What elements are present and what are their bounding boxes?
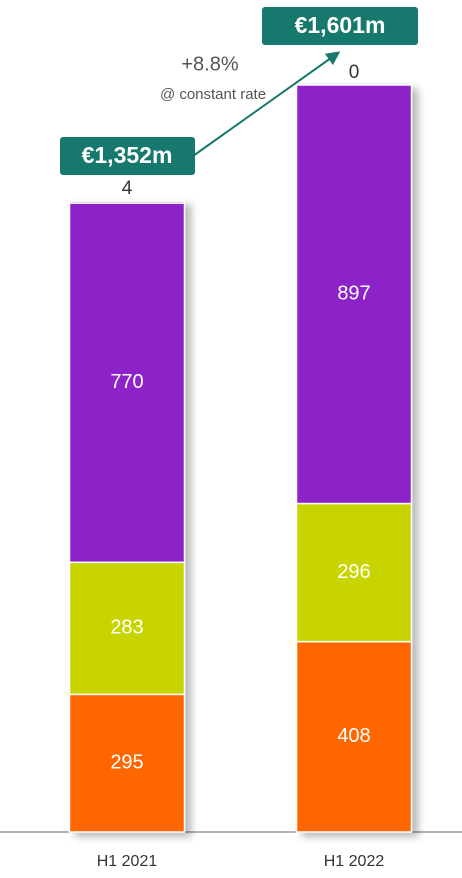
total-label: €1,601m bbox=[295, 12, 386, 38]
value-label: 295 bbox=[110, 751, 143, 773]
total-label: €1,352m bbox=[82, 142, 173, 168]
total-box bbox=[60, 137, 195, 175]
value-label: 770 bbox=[110, 371, 143, 393]
bar-stack bbox=[68, 200, 186, 833]
value-label: 296 bbox=[337, 561, 370, 583]
bar-segment bbox=[68, 561, 186, 696]
growth-note: @ constant rate bbox=[160, 86, 266, 103]
value-label: 408 bbox=[337, 725, 370, 747]
value-label: 283 bbox=[110, 617, 143, 639]
value-label: 4 bbox=[122, 178, 133, 199]
growth-label: +8.8% bbox=[181, 53, 238, 75]
bar-segment bbox=[68, 200, 186, 204]
bar-segment bbox=[295, 640, 413, 833]
value-label: 0 bbox=[349, 62, 360, 83]
x-tick-label: H1 2021 bbox=[97, 853, 158, 870]
bar-segment bbox=[295, 84, 413, 505]
total-box bbox=[262, 7, 418, 45]
bar-segment bbox=[68, 693, 186, 833]
x-tick-label: H1 2022 bbox=[324, 853, 385, 870]
bar-stack bbox=[295, 84, 413, 833]
growth-arrow bbox=[192, 51, 341, 157]
value-label: 897 bbox=[337, 283, 370, 305]
bar-segment bbox=[68, 202, 186, 564]
bar-segment bbox=[295, 502, 413, 643]
